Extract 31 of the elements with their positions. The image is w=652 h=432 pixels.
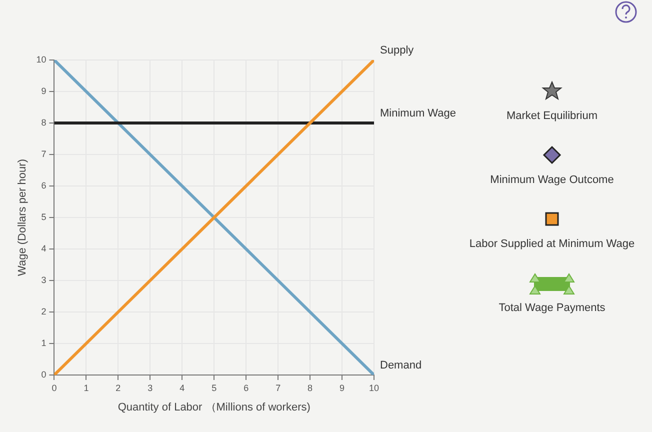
y-tick-label: 0	[41, 369, 46, 380]
x-tick-label: 6	[244, 382, 249, 393]
series-label: Minimum Wage	[380, 108, 456, 120]
series-label: Supply	[380, 44, 414, 57]
x-axis-title: Quantity of Labor （Millions of workers)	[118, 401, 310, 414]
y-tick-label: 3	[41, 274, 46, 285]
x-tick-label: 1	[84, 382, 89, 393]
y-tick-label: 1	[41, 338, 46, 348]
text: Labor Supplied at Minimum Wage	[468, 238, 636, 250]
y-tick-label: 7	[41, 148, 46, 159]
y-axis-title: Wage (Dollars per hour)	[16, 159, 29, 276]
x-tick-label: 3	[148, 382, 153, 393]
series-label: Demand	[380, 360, 422, 372]
x-tick-label: 2	[116, 382, 121, 393]
text: Market Equilibrium	[505, 110, 599, 122]
text: Total Wage Payments	[498, 302, 606, 314]
y-tick-label: 6	[41, 180, 46, 190]
y-tick-label: 10	[36, 54, 46, 64]
y-tick-label: 5	[41, 212, 46, 222]
y-tick-label: 8	[41, 117, 46, 128]
x-tick-label: 4	[180, 382, 185, 393]
y-tick-label: 4	[41, 243, 46, 254]
text: Minimum Wage Outcome	[489, 174, 615, 186]
x-tick-label: 5	[212, 382, 217, 393]
x-tick-label: 8	[308, 382, 313, 393]
y-tick-label: 9	[41, 86, 46, 96]
y-tick-label: 2	[41, 306, 46, 316]
x-tick-label: 9	[340, 382, 345, 393]
x-tick-label: 0	[52, 382, 57, 393]
x-tick-label: 7	[276, 382, 281, 393]
x-tick-label: 10	[368, 382, 380, 393]
